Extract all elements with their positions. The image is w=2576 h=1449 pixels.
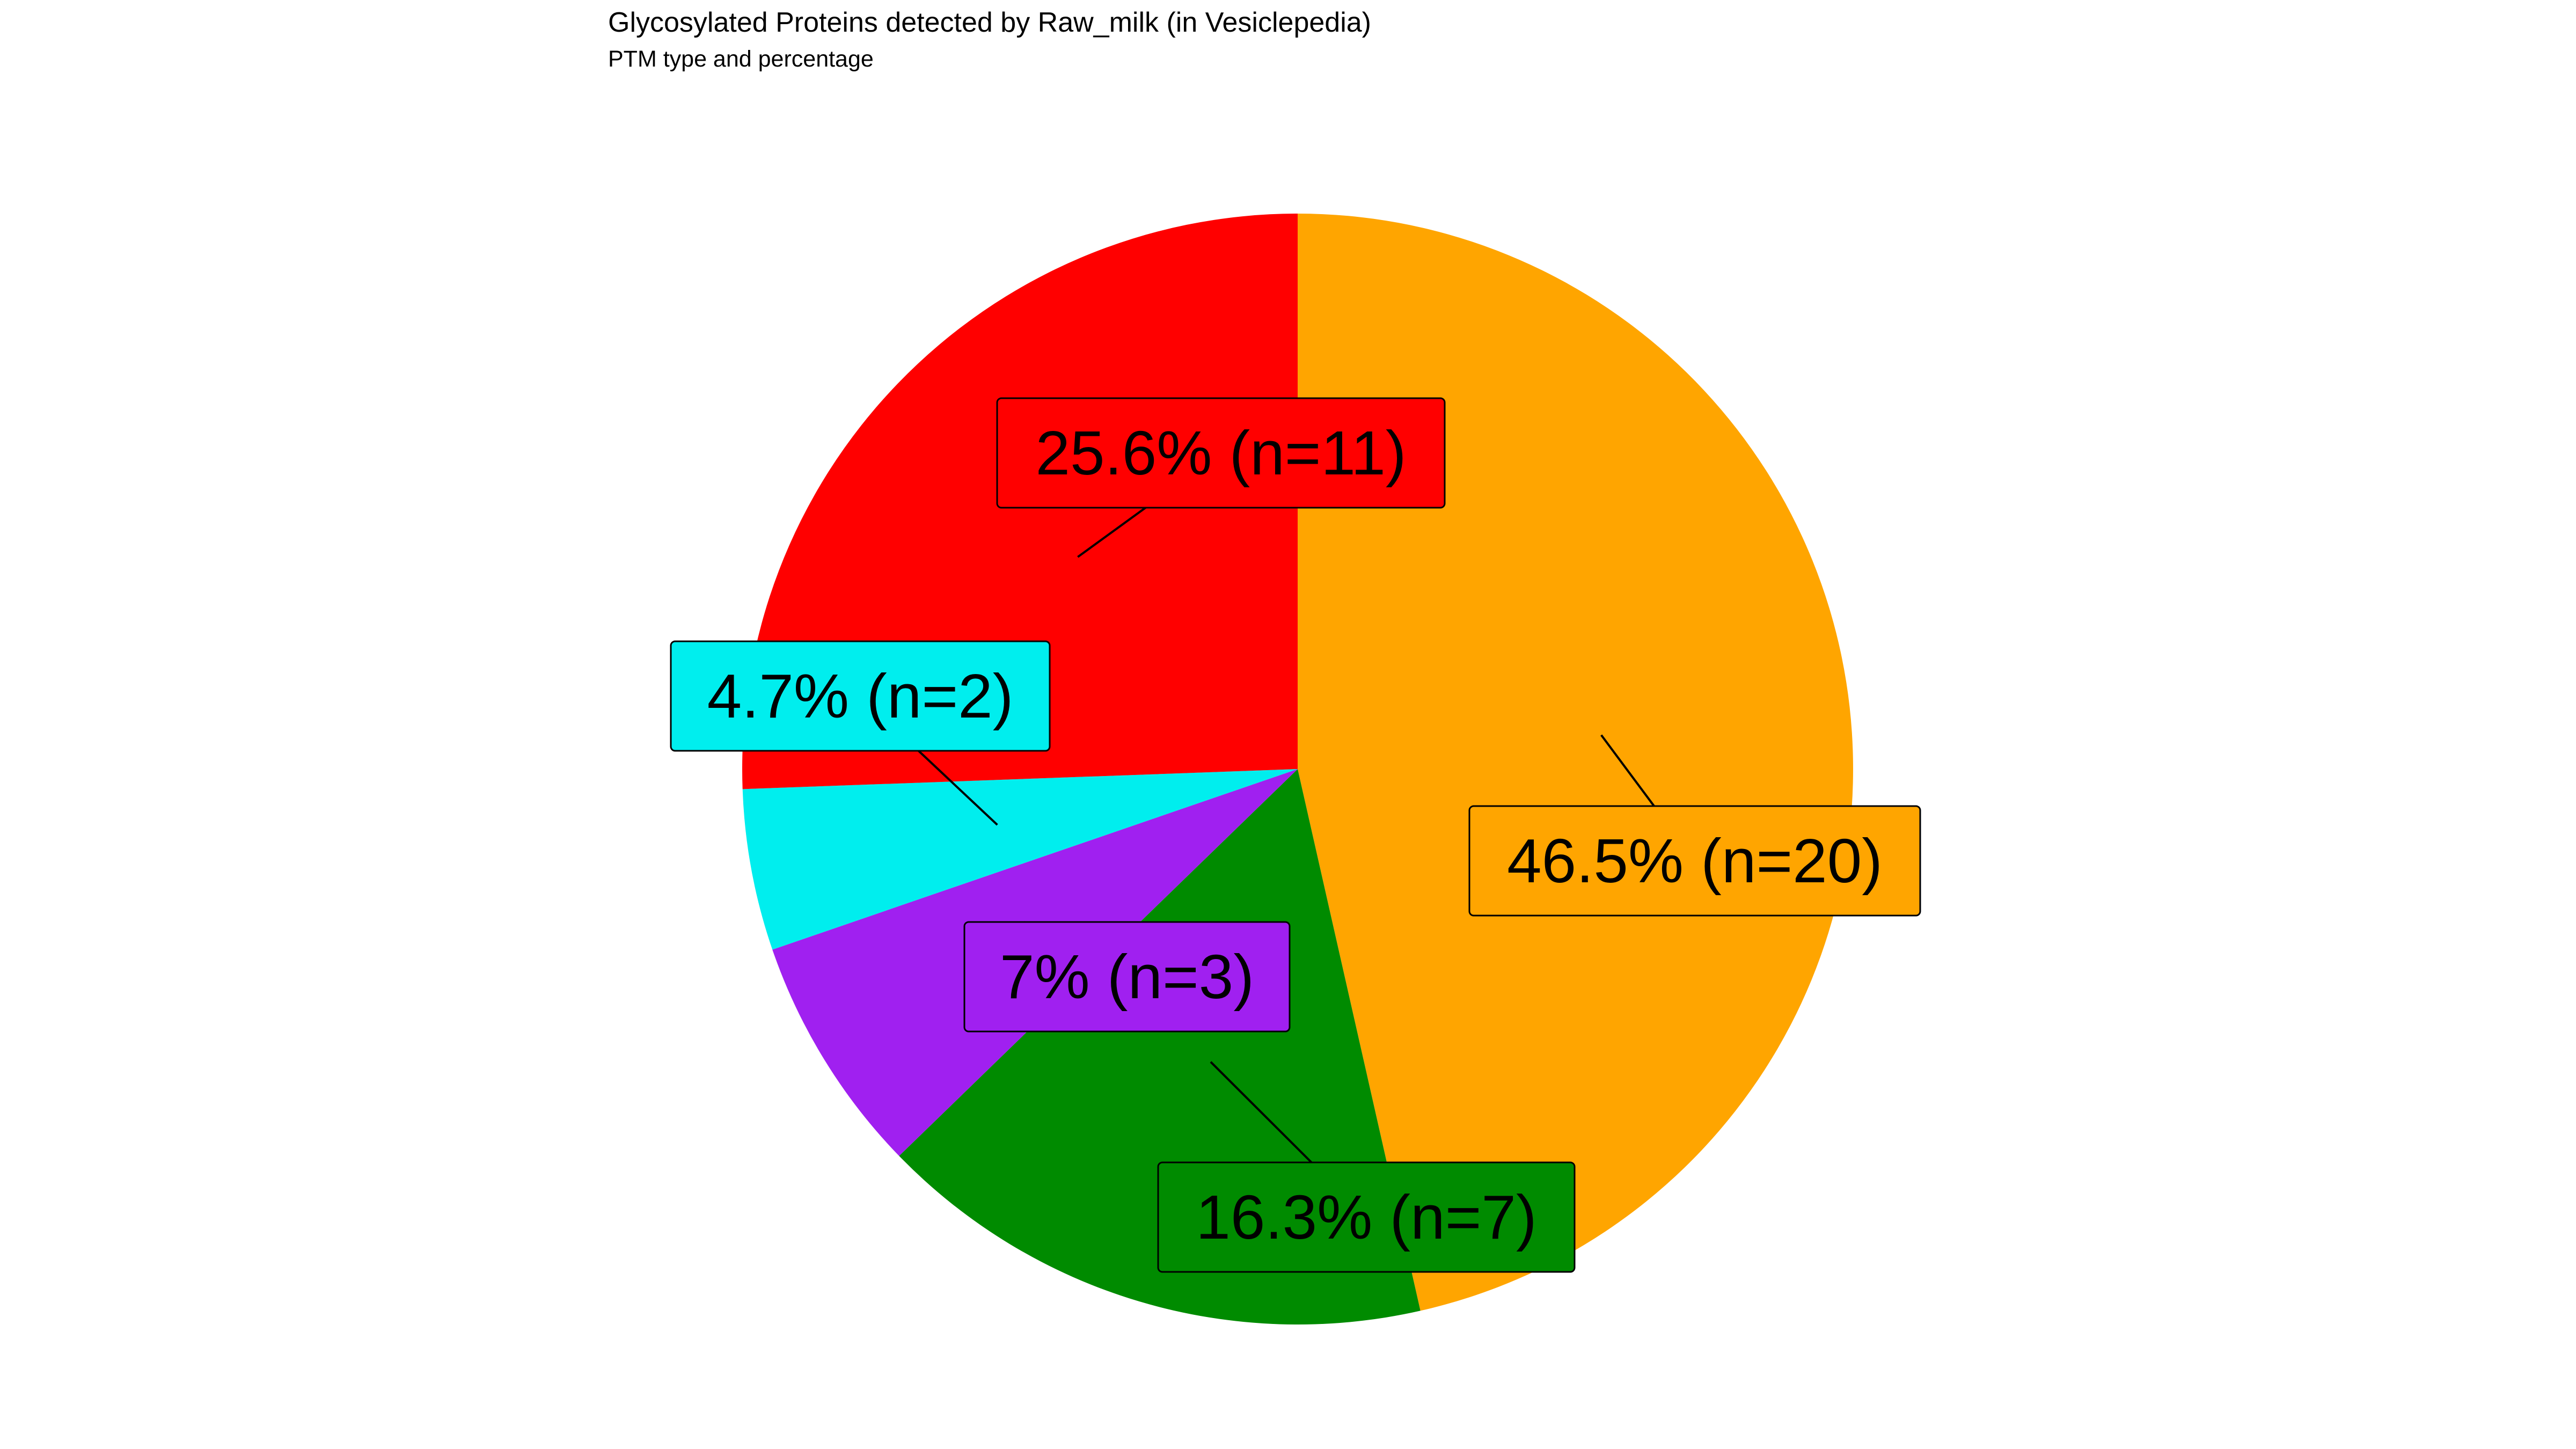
slice-label-box (1468, 805, 1921, 917)
slice-label: 46.5% (n=20) (1468, 805, 1921, 917)
slice-label: 7% (n=3) (963, 921, 1291, 1033)
slice-label-box (1157, 1161, 1576, 1273)
slice-label-text: 7% (n=3) (1000, 942, 1254, 1012)
label-leader-line (1077, 507, 1146, 558)
slice-label-box (670, 640, 1051, 752)
slice-label: 25.6% (n=11) (996, 397, 1446, 509)
slice-label-box (996, 397, 1446, 509)
chart-title: Glycosylated Proteins detected by Raw_mi… (608, 7, 1372, 38)
slice-label-text: 25.6% (n=11) (1035, 418, 1406, 488)
slice-label-box (963, 921, 1291, 1033)
pie-slice (742, 769, 1298, 950)
pie-slices (742, 214, 1854, 1325)
slice-label-text: 4.7% (n=2) (707, 661, 1014, 731)
label-leader-line (918, 750, 998, 826)
label-leader-line (1600, 734, 1655, 807)
pie-labels: 46.5% (n=20) 16.3% (n=7) 7% (n=3) 4.7% (n=2… (670, 397, 1921, 1273)
slice-label: 16.3% (n=7) (1157, 1161, 1576, 1273)
label-leader-line (1210, 1061, 1313, 1163)
slice-label-text: 46.5% (n=20) (1507, 826, 1883, 896)
slice-label: 4.7% (n=2) (670, 640, 1051, 752)
chart-subtitle: PTM type and percentage (608, 46, 874, 72)
slice-label-text: 16.3% (n=7) (1196, 1182, 1536, 1252)
